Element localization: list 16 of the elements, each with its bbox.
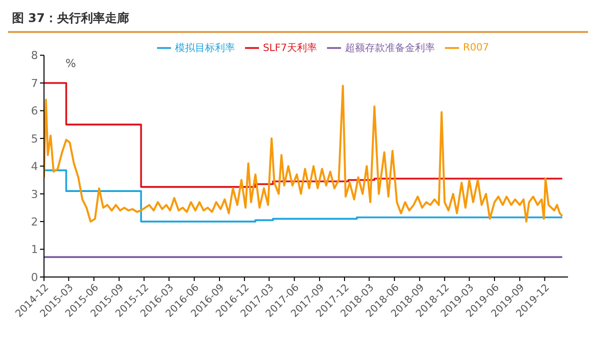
y-tick-label: 1 [31,243,38,256]
y-tick-label: 2 [31,215,38,228]
legend-label: 超额存款准备金利率 [345,43,435,54]
y-tick-label: 4 [31,160,38,174]
y-tick-label: 0 [31,270,38,284]
legend-label: 模拟目标利率 [174,43,235,54]
y-axis-title: % [66,57,76,70]
legend-label: SLF7天利率 [262,43,317,54]
chart-title: 图 37：央行利率走廊 [8,8,588,33]
y-tick-label: 8 [31,49,38,62]
legend-label: R007 [463,43,490,54]
y-tick-label: 7 [31,76,38,90]
line-series [44,84,564,223]
y-tick-label: 3 [31,188,38,201]
y-tick-label: 6 [31,104,38,118]
y-tick-label: 5 [31,132,38,146]
